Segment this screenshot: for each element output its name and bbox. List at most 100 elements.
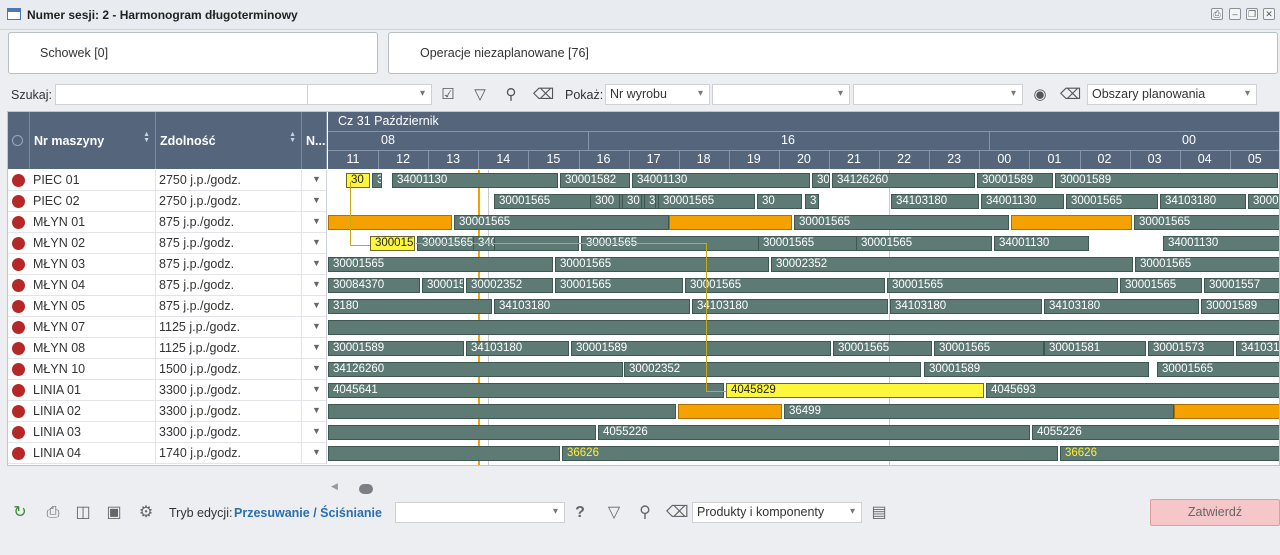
- operation-bar[interactable]: 30001565: [856, 236, 992, 251]
- operation-bar[interactable]: 30002352: [466, 278, 553, 293]
- machine-row[interactable]: LINIA 03 3300 j.p./godz. ▼: [8, 422, 327, 443]
- gantt-body[interactable]: 3033400113030001582340011303034126260300…: [328, 170, 1279, 465]
- operation-bar[interactable]: [678, 404, 782, 419]
- refresh-icon[interactable]: ↻: [13, 504, 27, 521]
- save-icon[interactable]: ▣: [106, 504, 122, 521]
- areas-select[interactable]: Obszary planowania ▾: [1087, 84, 1257, 105]
- operation-bar[interactable]: 30001589: [1055, 173, 1278, 188]
- operation-bar[interactable]: 34103180: [1160, 194, 1246, 209]
- close-button[interactable]: ✕: [1263, 8, 1275, 20]
- capacity-header[interactable]: Zdolność ▲ ▼: [156, 112, 302, 169]
- horizontal-scrollbar[interactable]: ◀: [327, 481, 1280, 495]
- operation-bar[interactable]: 30001565: [1248, 194, 1279, 209]
- operation-bar[interactable]: 4045641: [328, 383, 724, 398]
- filter-icon[interactable]: ▽: [474, 86, 486, 103]
- unplanned-panel[interactable]: Operacje niezaplanowane [76]: [388, 32, 1278, 74]
- operation-bar[interactable]: 30001573: [1148, 341, 1234, 356]
- operation-bar[interactable]: 30: [812, 173, 830, 188]
- operation-bar[interactable]: 30084370: [328, 278, 420, 293]
- clipboard-list-icon[interactable]: ▤: [871, 504, 887, 521]
- operation-bar[interactable]: 36499: [784, 404, 1174, 419]
- operation-bar[interactable]: 34103180: [466, 341, 569, 356]
- operation-bar[interactable]: 30001565: [555, 257, 769, 272]
- eye-icon[interactable]: ◉: [1033, 86, 1047, 103]
- operation-bar[interactable]: 30001557: [1204, 278, 1279, 293]
- chevron-down-icon[interactable]: ▼: [312, 384, 321, 394]
- chevron-down-icon[interactable]: ▼: [312, 321, 321, 331]
- operation-bar[interactable]: 30001565: [658, 194, 755, 209]
- chevron-down-icon[interactable]: ▼: [312, 447, 321, 457]
- mode-select[interactable]: ▾: [395, 502, 565, 523]
- operation-bar[interactable]: 30001589: [924, 362, 1149, 377]
- chevron-down-icon[interactable]: ▼: [312, 342, 321, 352]
- machine-row[interactable]: LINIA 04 1740 j.p./godz. ▼: [8, 443, 327, 464]
- machine-header[interactable]: Nr maszyny ▲ ▼: [30, 112, 156, 169]
- chevron-down-icon[interactable]: ▼: [312, 237, 321, 247]
- show-select[interactable]: Nr wyrobu ▾: [605, 84, 710, 105]
- operation-bar[interactable]: 30001565: [1135, 257, 1279, 272]
- operation-bar[interactable]: 30001565: [934, 341, 1044, 356]
- operation-bar[interactable]: 300015: [422, 278, 464, 293]
- operation-bar[interactable]: 30001565: [758, 236, 858, 251]
- operation-bar[interactable]: 30001565: [1157, 362, 1279, 377]
- machine-row[interactable]: MŁYN 08 1125 j.p./godz. ▼: [8, 338, 327, 359]
- operation-bar[interactable]: 30001565: [794, 215, 1009, 230]
- select-all-header[interactable]: [8, 112, 30, 169]
- filter-icon[interactable]: ▽: [607, 504, 621, 521]
- operation-bar[interactable]: 34103180: [494, 299, 690, 314]
- operation-bar[interactable]: 34001130: [1163, 236, 1279, 251]
- operation-bar[interactable]: 36626: [562, 446, 1058, 461]
- machine-row[interactable]: LINIA 02 3300 j.p./godz. ▼: [8, 401, 327, 422]
- operation-bar[interactable]: [328, 404, 676, 419]
- help-icon[interactable]: ?: [575, 504, 585, 521]
- operation-bar[interactable]: 3180: [328, 299, 492, 314]
- columns-icon[interactable]: ◫: [75, 504, 91, 521]
- operation-bar[interactable]: 30001565: [328, 257, 553, 272]
- restore-button[interactable]: ❐: [1246, 8, 1258, 20]
- operation-bar[interactable]: 30001581: [1044, 341, 1146, 356]
- operation-bar[interactable]: 300: [590, 194, 620, 209]
- search-field-select[interactable]: ▾: [307, 84, 432, 105]
- operation-bar[interactable]: 30001589: [977, 173, 1053, 188]
- operation-bar[interactable]: 30001589: [571, 341, 831, 356]
- operation-bar[interactable]: 4055226: [598, 425, 1030, 440]
- print-window-icon[interactable]: ⎙: [1211, 8, 1223, 20]
- operation-bar[interactable]: 30001589: [328, 341, 464, 356]
- operation-bar[interactable]: 36626: [1060, 446, 1279, 461]
- clipboard-panel[interactable]: Schowek [0]: [8, 32, 378, 74]
- eraser-icon[interactable]: ⌫: [533, 86, 555, 103]
- operation-bar[interactable]: 34103180: [891, 194, 979, 209]
- operation-bar[interactable]: [669, 215, 792, 230]
- eraser-icon[interactable]: ⌫: [1060, 86, 1082, 103]
- chevron-down-icon[interactable]: ▼: [312, 405, 321, 415]
- n-header[interactable]: N...: [302, 112, 327, 169]
- operation-bar[interactable]: 30002352: [624, 362, 921, 377]
- operation-bar[interactable]: 30002352: [771, 257, 1133, 272]
- operation-bar[interactable]: [328, 320, 1279, 335]
- chevron-down-icon[interactable]: ▼: [312, 300, 321, 310]
- operation-bar[interactable]: 34103180: [1044, 299, 1199, 314]
- operation-bar[interactable]: 34103180: [890, 299, 1042, 314]
- scroll-left-icon[interactable]: ◀: [331, 481, 338, 491]
- chevron-down-icon[interactable]: ▼: [312, 216, 321, 226]
- machine-row[interactable]: MŁYN 02 875 j.p./godz. ▼: [8, 233, 327, 254]
- machine-row[interactable]: PIEC 02 2750 j.p./godz. ▼: [8, 191, 327, 212]
- operation-bar[interactable]: 30: [757, 194, 802, 209]
- print-icon[interactable]: ⎙: [46, 504, 60, 521]
- operation-bar[interactable]: 30001565: [887, 278, 1118, 293]
- operation-bar[interactable]: 3: [372, 173, 382, 188]
- machine-row[interactable]: MŁYN 05 875 j.p./godz. ▼: [8, 296, 327, 317]
- chevron-down-icon[interactable]: ▼: [312, 426, 321, 436]
- operation-bar[interactable]: 30: [622, 194, 642, 209]
- operation-bar[interactable]: 300015: [370, 236, 415, 251]
- operation-bar[interactable]: [328, 215, 452, 230]
- operation-bar[interactable]: 34126260: [328, 362, 623, 377]
- operation-bar[interactable]: 30001582: [560, 173, 630, 188]
- machine-row[interactable]: MŁYN 04 875 j.p./godz. ▼: [8, 275, 327, 296]
- chevron-down-icon[interactable]: ▼: [312, 258, 321, 268]
- operation-bar[interactable]: [328, 425, 596, 440]
- machine-row[interactable]: MŁYN 07 1125 j.p./godz. ▼: [8, 317, 327, 338]
- operation-bar[interactable]: 4045829: [726, 383, 984, 398]
- operation-bar[interactable]: [328, 446, 560, 461]
- operation-bar[interactable]: 4045693: [986, 383, 1279, 398]
